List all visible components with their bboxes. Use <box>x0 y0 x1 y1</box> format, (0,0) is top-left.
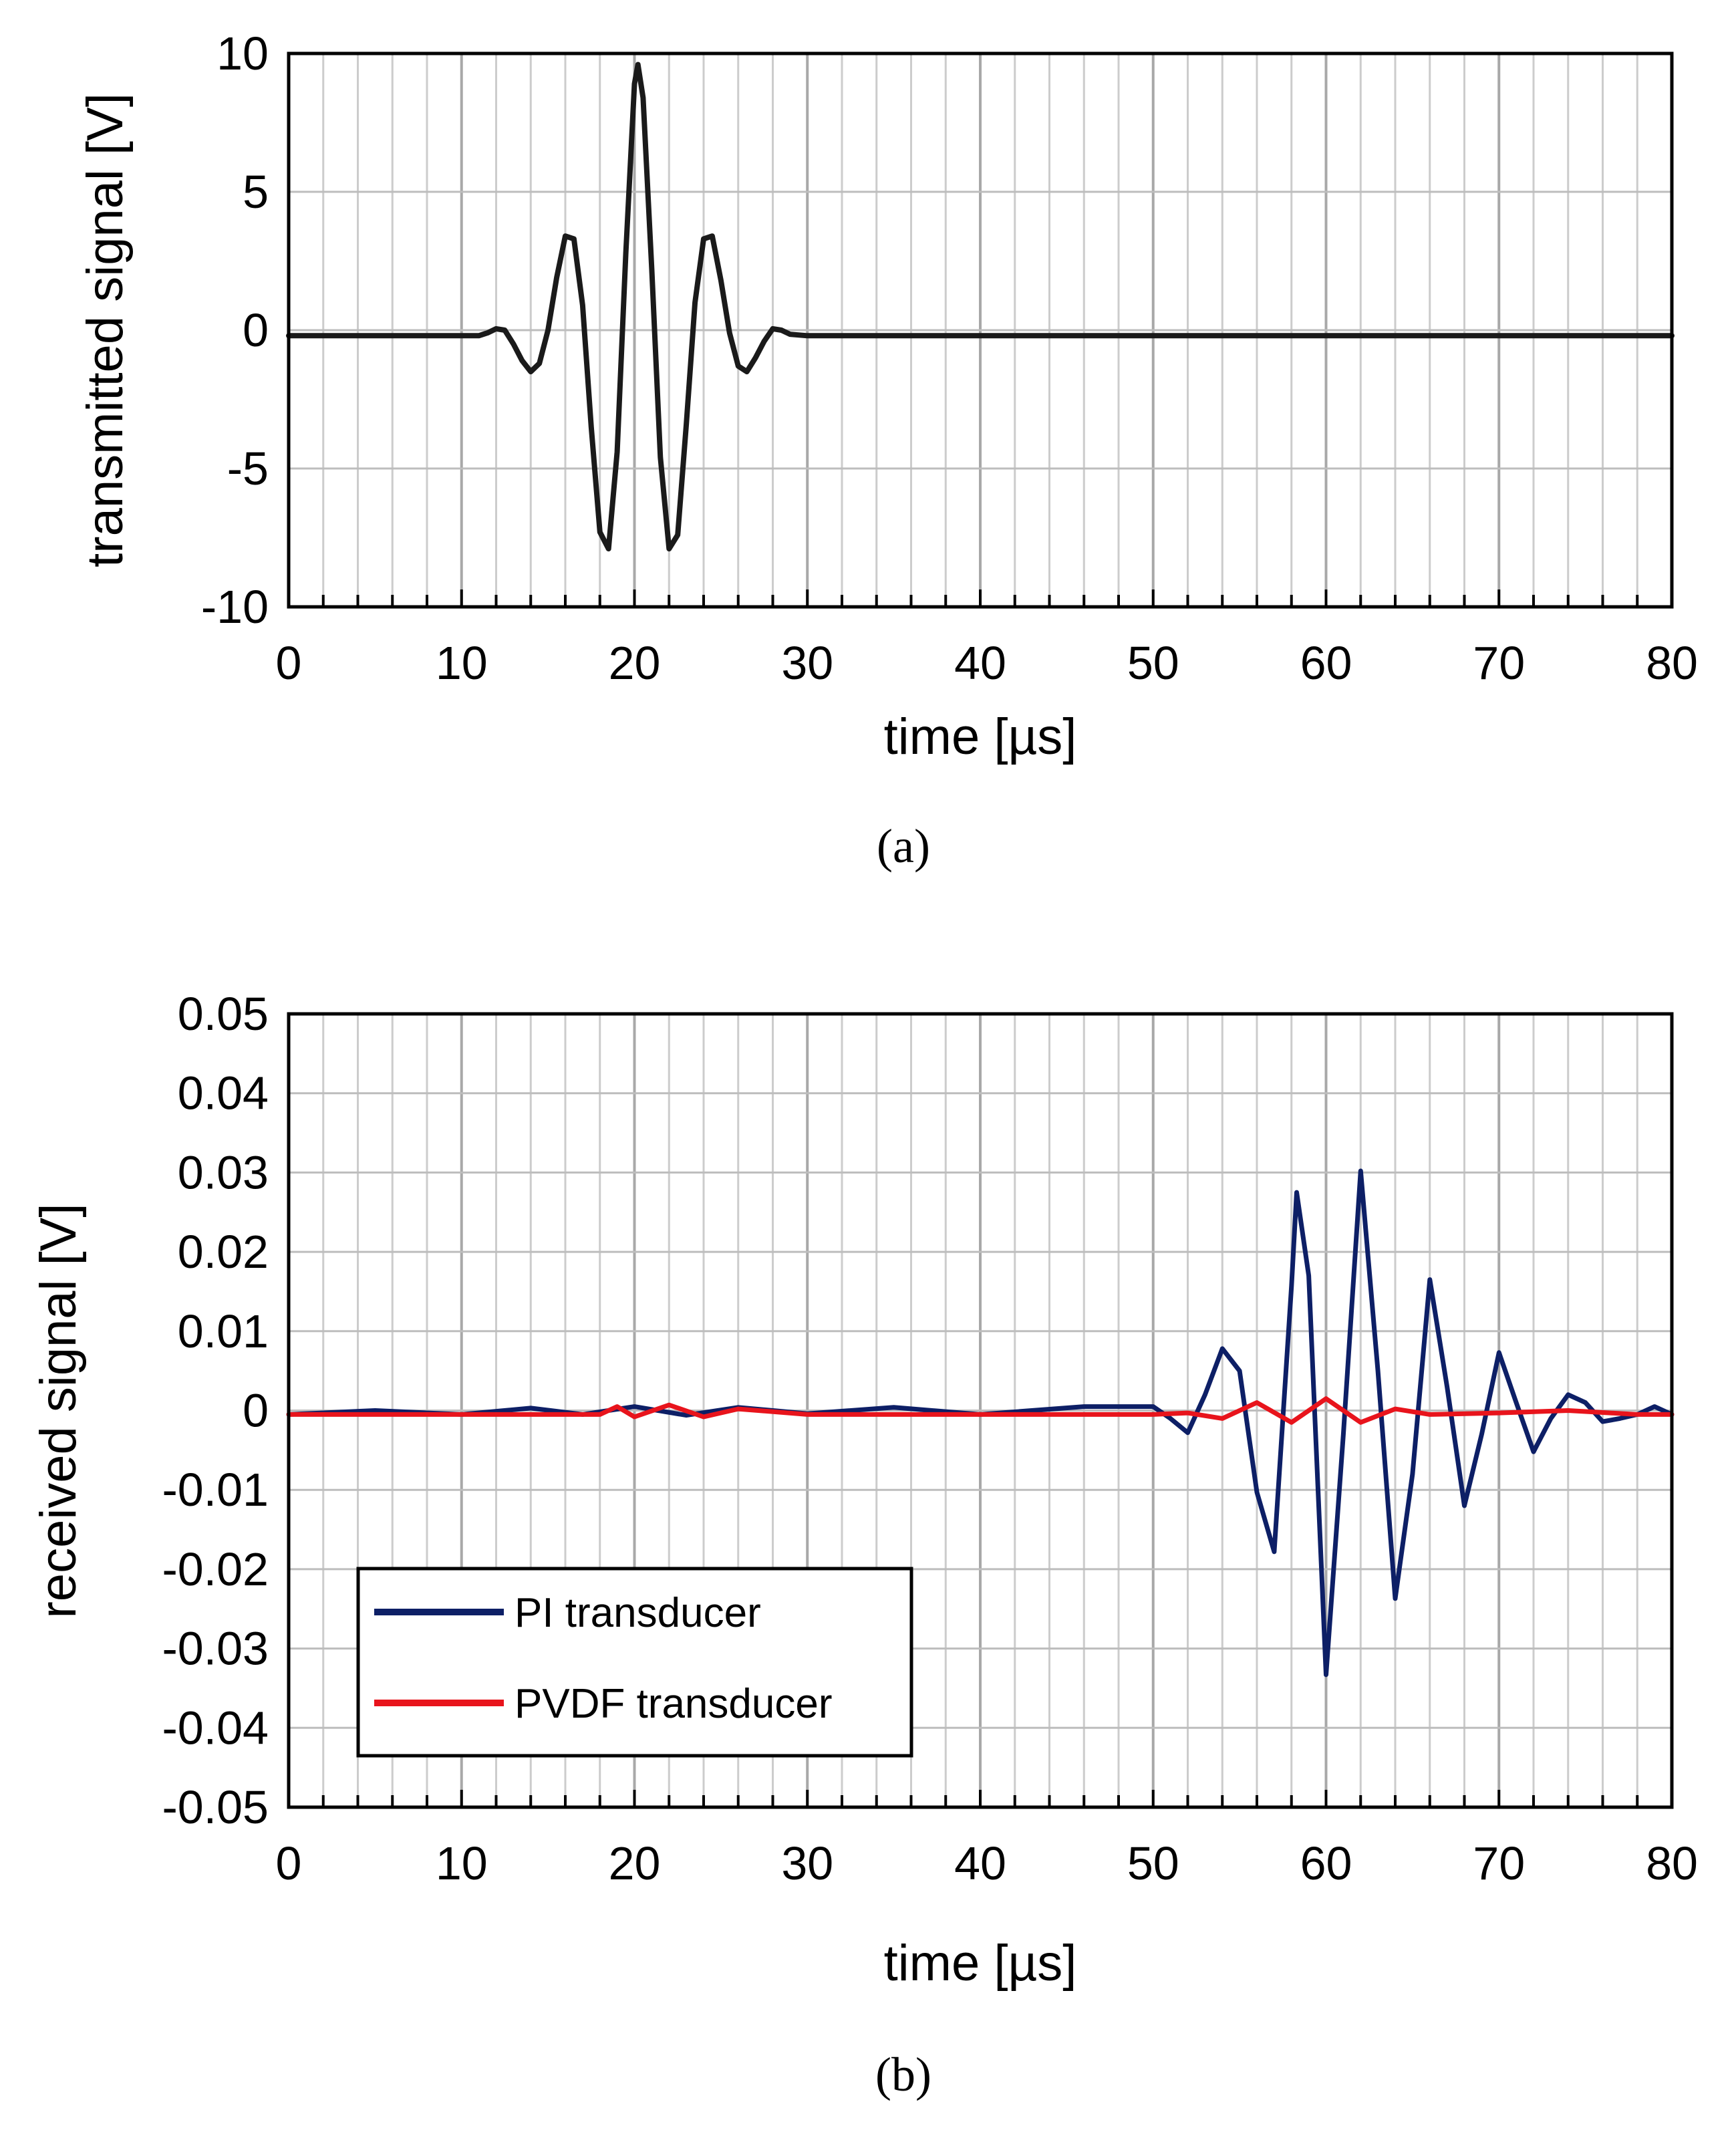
x-tick-label: 30 <box>781 1837 833 1889</box>
y-tick-label: -5 <box>227 442 269 495</box>
x-tick-label: 80 <box>1646 1837 1698 1889</box>
x-tick-label: 60 <box>1300 1837 1352 1889</box>
chart-b-tick-labels: 0 10 20 30 40 50 60 70 800.050.040.030.020.010-0… <box>162 988 1698 1889</box>
y-tick-label: 0 <box>243 1385 269 1437</box>
x-tick-label: 40 <box>954 1837 1006 1889</box>
legend-label-pi-transducer: PI transducer <box>515 1590 761 1636</box>
x-tick-label: 0 <box>276 1837 302 1889</box>
y-tick-label: -0.03 <box>162 1623 269 1675</box>
x-tick-label: 10 <box>436 637 488 689</box>
chart-b-legend: PI transducer PVDF transducer <box>356 1567 913 1758</box>
y-tick-label: 5 <box>243 166 269 218</box>
y-tick-label: -0.02 <box>162 1543 269 1595</box>
chart-b-frame <box>287 1012 1674 1809</box>
chart-a-ylabel: transmitted signal [V] <box>77 93 134 567</box>
chart-b-caption: (b) <box>875 2048 931 2101</box>
x-tick-label: 70 <box>1473 637 1525 689</box>
y-tick-label: -10 <box>201 581 269 633</box>
x-tick-label: 60 <box>1300 637 1352 689</box>
x-tick-label: 80 <box>1646 637 1698 689</box>
chart-a-frame <box>287 51 1674 609</box>
y-tick-label: 0.02 <box>178 1226 269 1278</box>
x-tick-label: 0 <box>276 637 302 689</box>
series-line-pvdf-transducer <box>286 1396 1675 1425</box>
legend-box <box>356 1567 913 1758</box>
y-tick-label: -0.01 <box>162 1464 269 1516</box>
y-tick-label: 0.05 <box>178 988 269 1040</box>
chart-b-ylabel: received signal [V] <box>30 1204 87 1619</box>
chart-b-xlabel: time [µs] <box>884 1935 1077 1992</box>
y-tick-label: 0 <box>243 304 269 356</box>
y-tick-label: 0.03 <box>178 1146 269 1198</box>
y-tick-label: 10 <box>216 27 269 80</box>
chart-b: 0 10 20 30 40 50 60 70 800.050.040.030.020.010-0… <box>30 988 1698 2101</box>
y-tick-label: 0.01 <box>178 1305 269 1357</box>
x-tick-label: 70 <box>1473 1837 1525 1889</box>
x-tick-label: 30 <box>781 637 833 689</box>
chart-b-series <box>286 1168 1675 1678</box>
y-tick-label: 0.04 <box>178 1067 269 1119</box>
chart-a-grid <box>289 53 1672 607</box>
y-tick-label: -0.05 <box>162 1781 269 1833</box>
legend-label-pvdf-transducer: PVDF transducer <box>515 1681 833 1727</box>
y-tick-label: -0.04 <box>162 1702 269 1754</box>
x-tick-label: 50 <box>1127 1837 1179 1889</box>
x-tick-label: 50 <box>1127 637 1179 689</box>
chart-a-caption: (a) <box>877 819 930 873</box>
x-tick-label: 40 <box>954 637 1006 689</box>
x-tick-label: 10 <box>436 1837 488 1889</box>
chart-a-series <box>286 61 1675 552</box>
series-line-signal <box>286 61 1675 552</box>
x-tick-label: 20 <box>609 637 661 689</box>
x-tick-label: 20 <box>609 1837 661 1889</box>
chart-a-xlabel: time [µs] <box>884 708 1077 765</box>
